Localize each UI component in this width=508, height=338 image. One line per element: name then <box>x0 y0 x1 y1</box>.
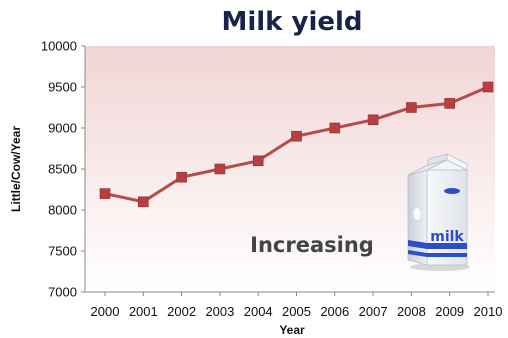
carton-logo-icon <box>444 188 460 194</box>
x-axis-ticks: 2000 2001 2002 2003 2004 2005 2006 2007 2008 2009… <box>91 292 503 319</box>
x-tick-label: 2008 <box>397 304 426 319</box>
data-point-2000 <box>99 188 111 199</box>
x-tick-label: 2000 <box>91 304 120 319</box>
x-tick-label: 2005 <box>282 304 311 319</box>
y-axis-ticks: 7000 7500 8000 8500 9000 9500 10000 <box>41 39 85 300</box>
data-point-2001 <box>138 196 149 208</box>
milk-carton-icon: milk <box>407 153 470 271</box>
data-point-2010 <box>482 81 494 93</box>
carton-label: milk <box>430 229 464 245</box>
y-tick-label: 7000 <box>48 285 77 300</box>
data-point-2007 <box>367 114 379 126</box>
y-tick-label: 9500 <box>48 80 77 95</box>
data-point-2002 <box>176 171 187 183</box>
chart-title: Milk yield <box>221 7 362 37</box>
y-tick-label: 7500 <box>48 244 77 259</box>
y-tick-label: 9000 <box>48 121 77 136</box>
y-tick-label: 8500 <box>48 162 77 177</box>
x-tick-label: 2001 <box>129 304 158 319</box>
data-point-2005 <box>291 130 302 142</box>
data-point-2009 <box>444 98 456 109</box>
series-milk-yield <box>99 81 494 208</box>
x-tick-label: 2007 <box>359 304 388 319</box>
x-tick-label: 2004 <box>244 304 273 319</box>
y-axis-label: Little/Cow/Year <box>9 126 23 212</box>
x-tick-label: 2003 <box>205 304 234 319</box>
x-tick-label: 2002 <box>167 304 196 319</box>
y-tick-label: 8000 <box>48 203 77 218</box>
data-point-2008 <box>406 102 417 113</box>
increasing-annotation: Increasing <box>250 233 374 257</box>
x-axis-label: Year <box>279 323 305 337</box>
y-tick-label: 10000 <box>41 39 77 54</box>
data-point-2004 <box>252 155 264 167</box>
data-point-2006 <box>329 122 341 134</box>
data-point-2003 <box>214 163 226 175</box>
x-tick-label: 2010 <box>474 304 503 319</box>
x-tick-label: 2006 <box>320 304 349 319</box>
x-tick-label: 2009 <box>435 304 464 319</box>
